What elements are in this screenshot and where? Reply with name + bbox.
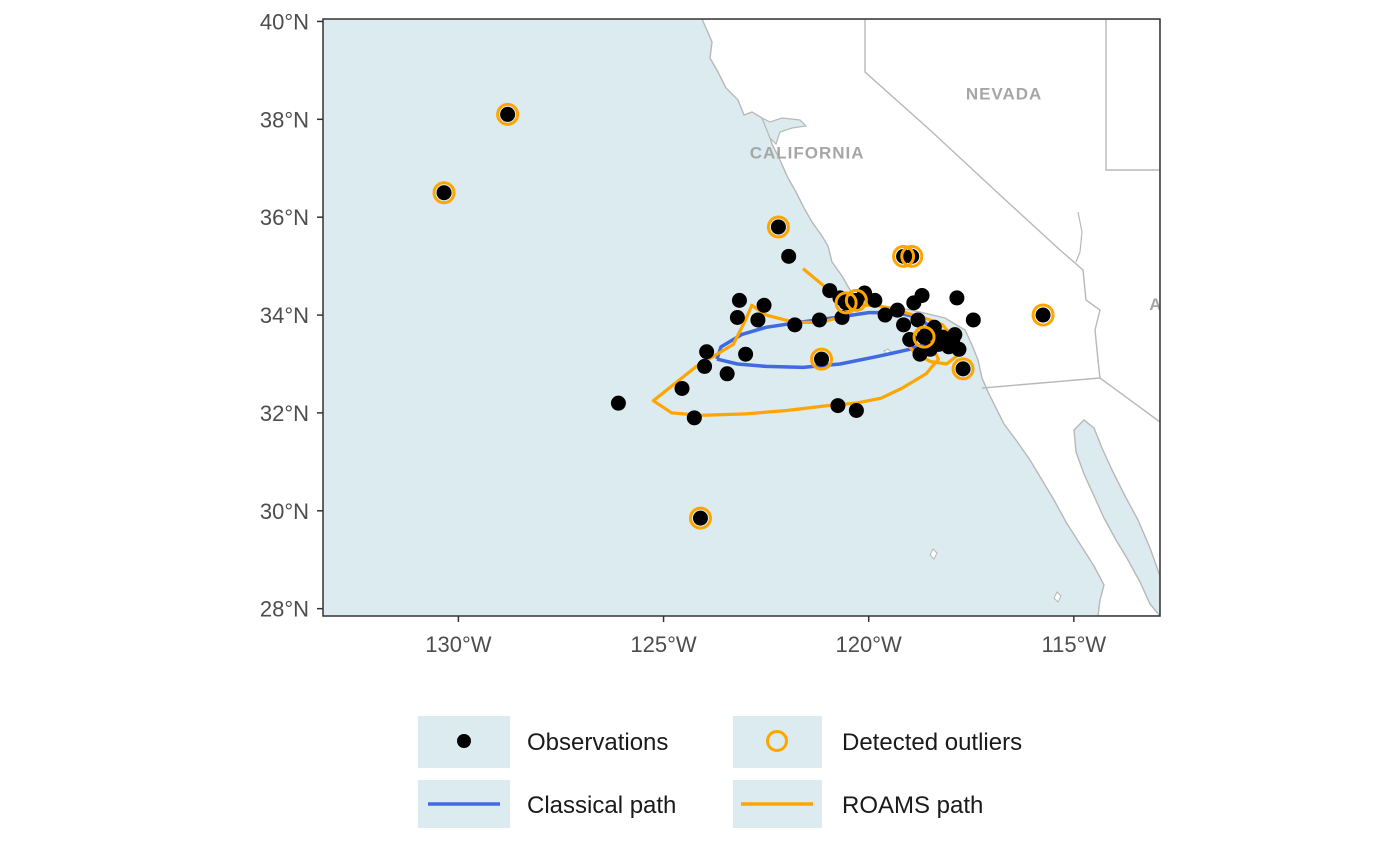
- us-mexico-border: [981, 377, 1160, 423]
- outlier-marker: [912, 325, 936, 349]
- y-tick-label: 32°N: [260, 401, 309, 426]
- legend-label-classical: Classical path: [527, 792, 676, 819]
- outlier-marker: [1031, 303, 1055, 327]
- x-tick-label: 120°W: [836, 632, 903, 657]
- outlier-marker: [892, 244, 916, 268]
- california-nevada-border: [864, 19, 1101, 379]
- y-tick-label: 38°N: [260, 107, 309, 132]
- y-tick-label: 36°N: [260, 205, 309, 230]
- sierra-lakes: [1075, 211, 1083, 263]
- outlier-marker: [810, 347, 834, 371]
- observation-point: [830, 398, 846, 414]
- region-label: A: [1149, 295, 1162, 314]
- y-tick-label: 40°N: [260, 9, 309, 34]
- observation-point: [697, 358, 713, 374]
- outlier-marker: [900, 244, 924, 268]
- observation-point: [787, 317, 803, 333]
- outlier-marker: [834, 291, 858, 315]
- legend-label-outliers: Detected outliers: [842, 729, 1022, 756]
- x-tick-label: 115°W: [1042, 632, 1107, 657]
- observation-point: [848, 402, 864, 418]
- observation-point: [750, 312, 766, 328]
- legend-outlier-marker: [766, 730, 788, 752]
- classical-path-line: [715, 310, 937, 370]
- observation-point: [674, 380, 690, 396]
- legend-label-roams: ROAMS path: [842, 792, 983, 819]
- observation-point: [955, 361, 971, 377]
- observation-point: [945, 332, 961, 348]
- observation-point: [436, 185, 452, 201]
- region-label: CALIFORNIA: [750, 143, 865, 162]
- x-tick-label: 125°W: [630, 632, 697, 657]
- observation-point: [731, 292, 747, 308]
- observation-point: [692, 510, 708, 526]
- observation-point: [811, 312, 827, 328]
- observation-point: [610, 395, 626, 411]
- points-layer: [432, 102, 1055, 530]
- outlier-marker: [688, 506, 712, 530]
- observation-point: [500, 106, 516, 122]
- gulf-of-california: [1073, 419, 1160, 616]
- observation-point: [738, 346, 754, 362]
- observation-point: [916, 329, 932, 345]
- map-panel: NEVADA CALIFORNIA A: [323, 19, 1162, 616]
- y-tick-label: 34°N: [260, 303, 309, 328]
- axis-ticks: 28°N 30°N 32°N 34°N 36°N 38°N 40°N 130°W 125°W 12…: [260, 9, 1107, 657]
- observation-point: [904, 248, 920, 264]
- y-tick-label: 28°N: [260, 597, 309, 622]
- x-tick-label: 130°W: [425, 632, 492, 657]
- region-label: NEVADA: [966, 85, 1043, 104]
- outlier-marker: [766, 215, 790, 239]
- observation-point: [729, 310, 745, 325]
- region-labels: NEVADA CALIFORNIA A: [750, 85, 1162, 314]
- observation-point: [889, 302, 905, 318]
- observation-point: [756, 297, 772, 313]
- observation-point: [814, 351, 830, 367]
- observation-point: [781, 248, 797, 264]
- sf-bay: [760, 116, 808, 146]
- y-tick-label: 30°N: [260, 499, 309, 524]
- outlier-marker: [432, 181, 456, 205]
- observation-point: [867, 292, 883, 308]
- observation-point: [896, 317, 912, 333]
- outlier-marker: [496, 102, 520, 126]
- outlier-marker: [844, 288, 868, 312]
- legend-key-outliers: [733, 716, 822, 768]
- observation-point: [949, 290, 965, 306]
- legend-label-observations: Observations: [527, 729, 668, 756]
- outlier-marker: [951, 357, 975, 381]
- observation-point: [965, 312, 981, 328]
- observation-point: [686, 410, 702, 426]
- observation-point: [770, 219, 786, 235]
- observation-point: [1035, 307, 1051, 323]
- legend: Observations Detected outliers Classical…: [418, 716, 1022, 828]
- panel-border: [322, 18, 1161, 617]
- observation-point: [910, 312, 926, 328]
- observation-point: [914, 287, 930, 303]
- observation-point: [699, 344, 715, 360]
- nevada-east-border: [1105, 19, 1160, 171]
- observation-point: [719, 366, 735, 382]
- legend-observation-marker: [457, 734, 471, 748]
- observation-point: [877, 307, 893, 323]
